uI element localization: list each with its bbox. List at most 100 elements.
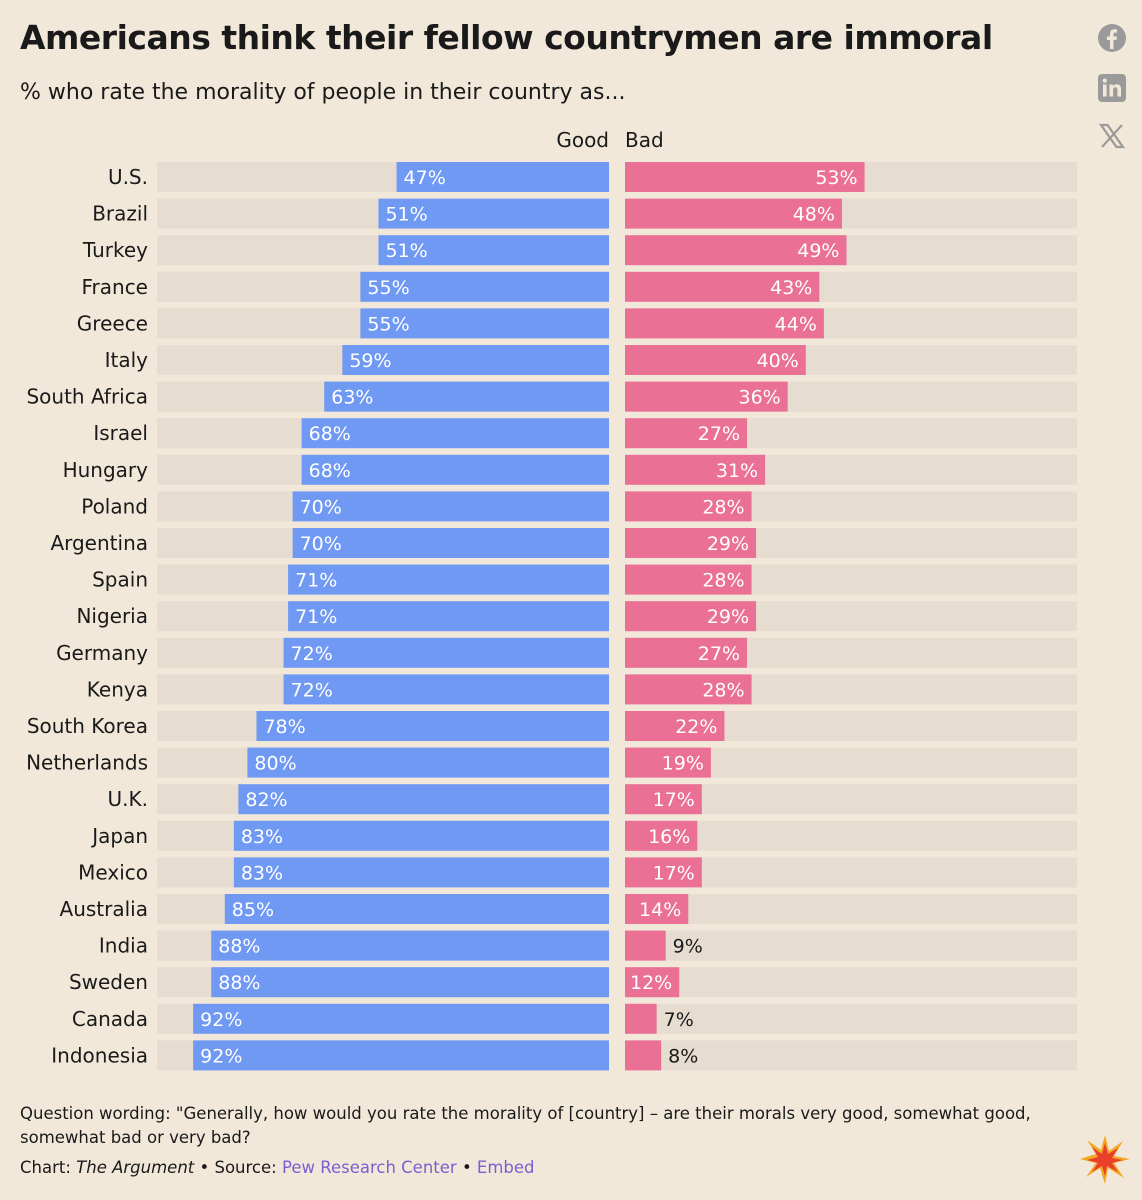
diverging-bar-chart: Good Bad 47% 53% U.S. 51% 48% Brazil 51% 49% Turke… [26,128,1077,1071]
value-label-good: 68% [309,423,351,445]
value-label-good: 83% [241,826,283,848]
category-label: South Africa [26,385,148,409]
category-label: Israel [93,421,148,445]
value-label-good: 88% [218,972,260,994]
value-label-good: 85% [232,899,274,921]
category-label: Greece [77,311,148,335]
bar-good [193,1003,609,1034]
category-label: Turkey [82,238,148,262]
value-label-good: 92% [200,1009,242,1031]
bar-bad [625,637,748,668]
value-label-good: 72% [291,643,333,665]
value-label-good: 80% [254,753,296,775]
category-label: Netherlands [26,751,148,775]
category-label: South Korea [27,714,148,738]
embed-link[interactable]: Embed [476,1158,535,1177]
bar-bad [625,345,806,375]
chart-label: Chart: [20,1158,71,1177]
bar-good [324,381,609,412]
bar-bad [625,857,702,888]
bar-good [193,1040,609,1071]
value-label-bad: 28% [702,496,744,518]
bar-good [288,564,609,595]
bar-bad [625,418,748,449]
x-icon[interactable] [1096,120,1128,152]
category-label: Kenya [87,677,148,701]
bar-bad [625,1003,657,1034]
value-label-bad: 16% [648,826,690,848]
value-label-good: 51% [385,204,427,226]
bar-bad [625,528,757,558]
value-label-bad: 27% [698,423,740,445]
bar-good [288,601,609,632]
value-label-good: 70% [300,496,342,518]
bar-bad [625,162,865,192]
category-label: Hungary [63,458,149,482]
track-bad [625,894,1077,924]
bar-good [238,784,610,815]
value-label-bad: 7% [664,1009,694,1031]
chart-credit: Chart: The Argument • Source: Pew Resear… [20,1158,535,1177]
value-label-good: 55% [367,313,409,335]
bar-good [247,747,609,778]
value-label-bad: 28% [702,570,744,592]
bar-good [292,528,609,558]
value-label-good: 92% [200,1045,242,1067]
bar-good [292,491,609,522]
source-link[interactable]: Pew Research Center [281,1158,457,1177]
value-label-good: 82% [245,789,287,811]
track-bad [625,1003,1077,1034]
linkedin-icon[interactable] [1096,72,1128,104]
value-label-bad: 40% [757,350,799,372]
source-label: Source: [214,1158,277,1177]
bar-good [360,308,609,339]
value-label-good: 71% [295,606,337,628]
category-label: Australia [60,897,148,921]
value-label-good: 83% [241,862,283,884]
category-label: Germany [56,641,148,665]
track-bad [625,967,1077,998]
bar-good [360,271,609,302]
bar-good [378,198,609,229]
category-label: Sweden [69,970,148,994]
bar-bad [625,894,689,924]
value-label-bad: 36% [738,387,780,409]
bar-good [211,967,610,998]
value-label-bad: 49% [797,240,839,262]
bar-bad [625,491,752,522]
value-label-bad: 53% [815,167,857,189]
bar-bad [625,930,666,961]
value-label-good: 72% [291,679,333,701]
track-bad [625,1040,1077,1071]
bar-good [301,454,609,485]
bar-good [283,637,609,668]
category-label: France [81,275,148,299]
bar-bad [625,271,820,302]
separator-dot: • [461,1158,472,1177]
value-label-bad: 29% [707,606,749,628]
brand-logo-icon [1080,1135,1130,1184]
category-label: Italy [105,348,149,372]
value-label-bad: 17% [653,862,695,884]
bar-good [378,235,609,266]
bar-good [233,820,609,851]
question-wording: Question wording: "Generally, how would … [20,1104,1031,1147]
value-label-good: 63% [331,387,373,409]
value-label-good: 88% [218,936,260,958]
bar-good [233,857,609,888]
bar-bad [625,711,725,741]
bar-bad [625,784,702,815]
bar-bad [625,308,824,339]
value-label-bad: 28% [702,679,744,701]
value-label-bad: 12% [630,972,672,994]
value-label-bad: 31% [716,460,758,482]
bar-good [342,345,609,375]
track-bad [625,820,1077,851]
facebook-icon[interactable] [1096,22,1128,54]
bar-bad [625,564,752,595]
bar-bad [625,1040,662,1071]
value-label-bad: 8% [668,1045,698,1067]
chart-source: The Argument [76,1158,195,1177]
bar-bad [625,198,842,229]
bar-good [224,894,610,924]
